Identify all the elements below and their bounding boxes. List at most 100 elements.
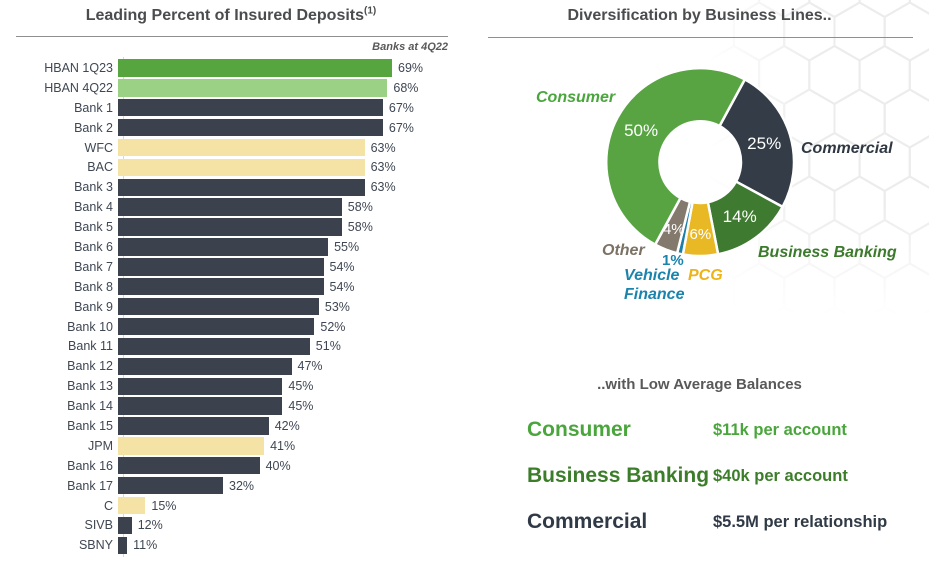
balance-row: Business Banking $40k per account [527,453,923,499]
balances-title: ..with Low Average Balances [597,376,802,393]
business-lines-panel: Diversification by Business Lines.. 25% 1… [470,0,929,571]
bar-track: 45% [118,377,466,395]
bar [118,317,315,336]
left-title-underline [16,36,448,37]
bar-row: C 15% [0,496,466,516]
bar-value: 58% [347,200,373,215]
donut-label-pcg: PCG [688,267,723,284]
donut-svg: 25% 14% 6% 4% 50% [605,66,796,258]
balance-row: Commercial $5.5M per relationship [527,499,923,545]
bar-track: 15% [118,496,466,515]
right-title-underline [488,37,913,38]
bar-track: 12% [118,516,466,535]
bar-value: 67% [388,120,414,135]
donut-label-commercial: Commercial [801,140,893,157]
bar-track: 53% [118,297,466,316]
bar-value: 41% [270,438,296,453]
bar-label: C [103,498,113,513]
bar-value: 45% [288,399,314,414]
bar-label: Bank 14 [67,399,113,414]
bar-label: SIVB [84,518,114,533]
business-lines-title: Diversification by Business Lines.. [567,7,832,24]
bar-label: Bank 1 [74,100,113,115]
bar-track: 69% [118,59,466,77]
bar-row: Bank 1 67% [0,98,466,118]
bar-value: 51% [315,339,341,354]
bar [118,238,329,256]
insured-deposits-panel: Leading Percent of Insured Deposits(1) B… [0,5,466,557]
bar-value: 42% [274,418,300,433]
bar-row: Bank 14 45% [0,396,466,416]
bar [118,59,392,77]
bar [118,258,324,276]
bar-label: Bank 11 [68,339,113,354]
bar [118,397,283,415]
bar [118,536,128,555]
bar [118,278,324,296]
average-balances-list: Consumer $11k per account Business Banking… [527,407,923,545]
footnote-marker: (1) [364,5,377,17]
bar-label: JPM [88,438,113,453]
bar [118,218,342,236]
bar-track: 47% [118,357,466,375]
bar-label: HBAN 1Q23 [44,60,113,75]
bar-row: Bank 16 40% [0,456,466,476]
bar-track: 63% [118,158,466,177]
bar [118,118,383,137]
bar-track: 54% [118,278,466,296]
bar [118,516,132,535]
bar-row: Bank 3 63% [0,177,466,197]
bar-label: Bank 7 [74,259,113,274]
bar-label: Bank 6 [74,239,113,254]
bar-row: HBAN 4Q22 68% [0,78,466,98]
bar [118,198,342,216]
bar-row: Bank 11 51% [0,336,466,356]
insured-deposits-bar-chart: HBAN 1Q23 69% HBAN 4Q22 68% Bank 1 67% Bank 2 6… [0,58,466,555]
bar-row: Bank 13 45% [0,376,466,396]
donut-slice-pct-other: 4% [663,221,685,238]
bar-row: Bank 5 58% [0,217,466,237]
bar-value: 47% [297,359,323,374]
bar-value: 11% [133,538,158,553]
insured-deposits-title-text: Leading Percent of Insured Deposits [85,7,365,24]
bar-value: 54% [329,259,355,274]
bar-row: Bank 9 53% [0,297,466,317]
bar-row: Bank 4 58% [0,197,466,217]
bar-track: 41% [118,437,466,455]
balance-value: $40k per account [713,466,848,485]
bar [118,99,383,117]
bar-track: 42% [118,417,466,435]
bar-row: Bank 7 54% [0,257,466,277]
bar-label: Bank 5 [74,220,113,235]
balance-label: Business Banking [527,464,710,487]
donut-slice-pct-pcg: 6% [690,226,712,243]
donut-slice-pct-business-banking: 14% [723,207,757,226]
bar-row: Bank 8 54% [0,277,466,297]
bar [118,417,269,435]
bar [118,178,365,196]
balance-value: $5.5M per relationship [713,512,888,531]
bar-label: Bank 17 [67,478,113,493]
bar-row: Bank 10 52% [0,317,466,337]
bar-row: Bank 15 42% [0,416,466,436]
bar [118,79,388,97]
bar [118,297,319,316]
bar-value: 12% [137,518,163,533]
bar-row: Bank 12 47% [0,356,466,376]
bar-label: Bank 16 [67,458,113,473]
bar-value: 40% [265,458,291,473]
bar-track: 63% [118,178,466,196]
donut-label-consumer: Consumer [536,89,616,106]
bar-value: 32% [229,478,255,493]
bar-value: 15% [151,498,177,513]
insured-deposits-title: Leading Percent of Insured Deposits(1) [0,5,462,25]
bar-track: 55% [118,238,466,256]
bar-track: 63% [118,138,466,157]
bar-track: 67% [118,118,466,137]
bar-label: Bank 4 [74,200,113,215]
bar-value: 69% [398,60,424,75]
bar [118,337,310,356]
bar-track: 40% [118,457,466,475]
balance-row: Consumer $11k per account [527,407,923,453]
bar-value: 63% [370,160,396,175]
